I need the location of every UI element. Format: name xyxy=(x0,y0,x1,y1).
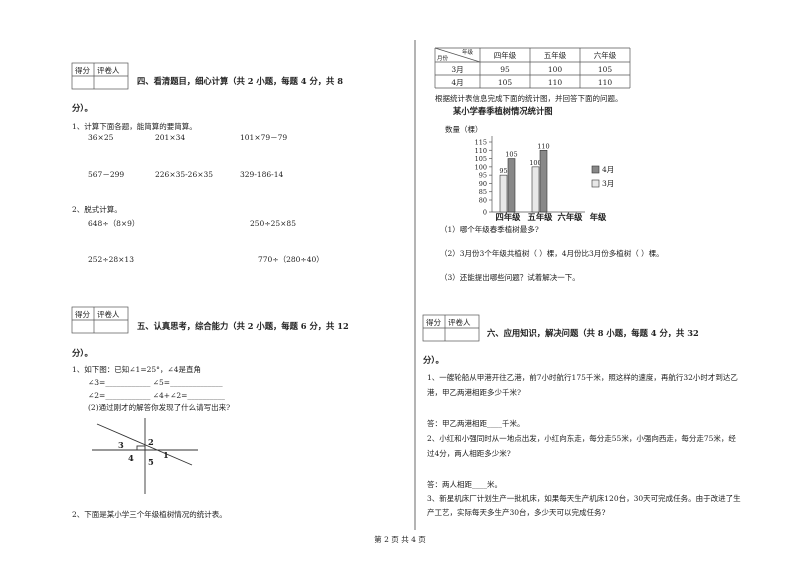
question: 2、脱式计算。 xyxy=(72,204,122,214)
question: 港，甲乙两港相距多少千米? xyxy=(427,387,521,397)
section-title: 分）。 xyxy=(72,103,93,113)
table-cell: 110 xyxy=(598,78,613,87)
y-tick-label: 0 xyxy=(483,209,487,217)
score-label: 评卷人 xyxy=(97,65,120,75)
question: （3）还能提出哪些问题？试着解决一下。 xyxy=(440,272,580,282)
table-cell: 100 xyxy=(548,65,563,74)
score-label: 得分 xyxy=(426,317,441,327)
instruction: 根据统计表信息完成下面的统计图，并回答下面的问题。 xyxy=(435,93,623,103)
question: 1、一艘轮船从甲港开往乙港，前7小时航行175千米，照这样的速度，再航行32小时… xyxy=(427,372,738,382)
bar xyxy=(539,149,548,213)
table-diagonal xyxy=(434,47,481,63)
legend-label: 4月 xyxy=(602,165,614,174)
score-label: 评卷人 xyxy=(448,317,471,327)
figure xyxy=(92,418,198,494)
question: 答：两人相距____米。 xyxy=(427,479,502,489)
figure-label: 3 xyxy=(118,440,124,450)
expression: 250÷25×85 xyxy=(250,219,296,228)
y-tick-label: 115 xyxy=(475,139,487,147)
expression: 567－299 xyxy=(88,170,124,179)
table-corner: 月份 xyxy=(437,54,449,62)
table-corner: 年级 xyxy=(462,48,474,56)
expression: 329-186-14 xyxy=(240,170,283,179)
bar-value: 105 xyxy=(505,151,517,159)
table-cell: 105 xyxy=(498,78,513,87)
score-label: 评卷人 xyxy=(97,309,120,319)
figure-label: 2 xyxy=(148,437,154,447)
question: （1）哪个年级春季植树最多? xyxy=(440,224,539,234)
expression: 36×25 xyxy=(88,133,114,142)
legend-swatch xyxy=(591,179,600,188)
table-header: 六年级 xyxy=(594,50,617,60)
question: ∠3=____________ ∠5=______________ xyxy=(88,378,223,387)
y-tick-label: 100 xyxy=(475,163,487,171)
chart-title: 某小学春季植树情况统计图 xyxy=(452,106,553,116)
table-cell: 105 xyxy=(598,65,613,74)
table-cell: 4月 xyxy=(451,78,463,87)
bar xyxy=(531,166,540,213)
expression: 770÷（280÷40） xyxy=(258,255,324,264)
question: 过4分，两人相距多少米? xyxy=(427,448,511,458)
legend-label: 3月 xyxy=(602,179,614,188)
section-title: 四、看清题目，细心计算（共 2 小题，每题 4 分，共 8 xyxy=(137,76,343,86)
figure-label: 4 xyxy=(128,453,134,463)
table-cell: 95 xyxy=(500,65,510,74)
x-tick-label: 五年级 xyxy=(528,212,554,222)
question: 2、小红和小强同时从一地点出发，小红向东走，每分走55米，小强向西走，每分走75… xyxy=(427,433,736,443)
x-tick-label: 四年级 xyxy=(496,212,522,222)
bar-value: 110 xyxy=(537,142,549,150)
y-tick-label: 110 xyxy=(475,147,487,155)
bar-value: 95 xyxy=(499,167,507,175)
section-title: 五、认真思考，综合能力（共 2 小题，每题 6 分，共 12 xyxy=(137,321,349,331)
score-label: 得分 xyxy=(75,309,90,319)
figure-label: 5 xyxy=(148,457,154,467)
y-tick-label: 80 xyxy=(479,197,487,205)
table-header: 五年级 xyxy=(544,50,567,60)
y-tick-label: 95 xyxy=(479,172,487,180)
y-tick-label: 85 xyxy=(479,188,487,196)
table-header: 四年级 xyxy=(494,50,517,60)
section-title: 分）。 xyxy=(423,355,444,365)
question: 1、如下图：已知∠1=25°，∠4是直角 xyxy=(72,364,201,374)
bar xyxy=(507,158,516,213)
question: 1、计算下面各题，能简算的要简算。 xyxy=(72,121,197,131)
expression: 226×35-26×35 xyxy=(155,170,213,179)
bar xyxy=(499,174,508,213)
y-tick-label: 105 xyxy=(475,155,487,163)
section-title: 六、应用知识，解决问题（共 8 小题，每题 4 分，共 32 xyxy=(487,328,699,338)
y-axis-label: 数量（棵） xyxy=(445,124,483,134)
bar-value: 100 xyxy=(529,159,541,167)
expression: 648÷（8×9） xyxy=(88,219,139,228)
x-axis-label: 年级 xyxy=(590,212,607,222)
x-tick-label: 六年级 xyxy=(558,212,584,222)
y-tick-label: 90 xyxy=(479,180,487,188)
table-cell: 3月 xyxy=(451,65,463,74)
legend-swatch xyxy=(591,165,600,174)
question: （2）3月份3个年级共植树（ ）棵，4月份比3月份多植树（ ）棵。 xyxy=(440,248,664,258)
expression: 252÷28×13 xyxy=(88,255,134,264)
question: ∠2=____________ ∠4+∠2=__________ xyxy=(88,391,225,400)
question: 3、新星机床厂计划生产一批机床，如果每天生产机床120台，30天可完成任务。由于… xyxy=(427,493,741,503)
footer: 第 2 页 共 4 页 xyxy=(374,534,426,544)
score-label: 得分 xyxy=(75,65,90,75)
expression: 201×34 xyxy=(155,133,185,142)
question: 答：甲乙两港相距____千米。 xyxy=(427,418,525,428)
question: (2)通过刚才的解答你发现了什么请写出来? xyxy=(88,402,230,412)
question: 产工艺，实际每天多生产30台，多少天可以完成任务? xyxy=(427,507,606,517)
question: 2、下面是某小学三个年级植树情况的统计表。 xyxy=(72,509,227,519)
table-cell: 110 xyxy=(548,78,563,87)
expression: 101×79－79 xyxy=(240,133,287,142)
section-title: 分）。 xyxy=(72,348,93,358)
figure-label: 1 xyxy=(163,450,169,460)
